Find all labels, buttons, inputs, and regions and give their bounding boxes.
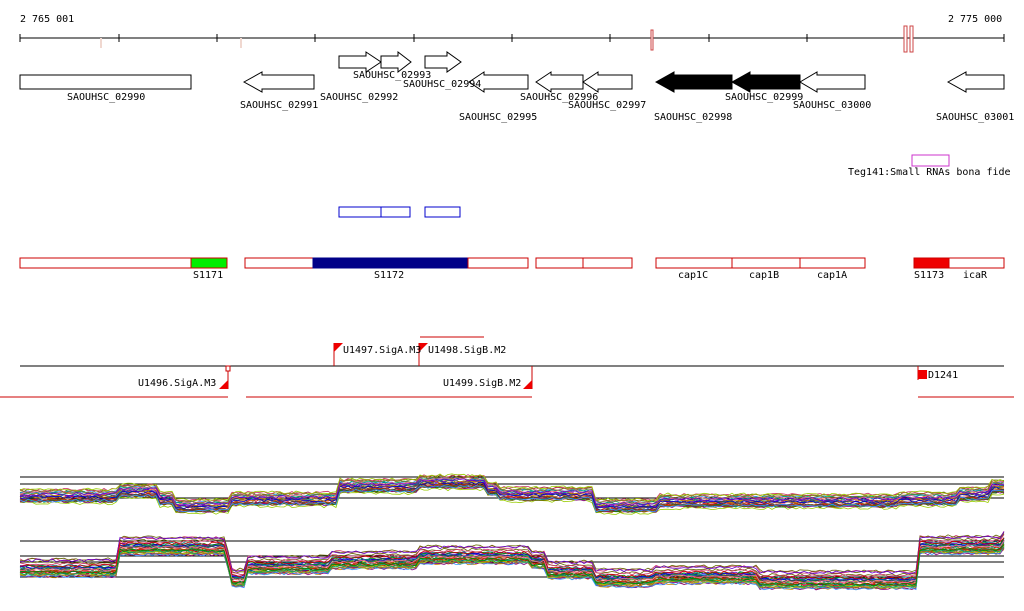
segment-label: S1173 (914, 270, 945, 281)
promoter-u1499[interactable] (523, 366, 533, 389)
expression-curve (19, 544, 1005, 587)
gene-saouhsc-02996[interactable] (535, 71, 584, 93)
gene-label: SAOUHSC_02995 (459, 112, 538, 123)
segment-s1172[interactable] (312, 257, 469, 269)
expression-curve (19, 477, 1005, 506)
promoter-u1498[interactable] (418, 343, 428, 366)
segment-box[interactable] (535, 257, 584, 269)
blue-feature-box[interactable] (338, 206, 382, 218)
promoter-label: U1499.SigB.M2 (443, 378, 522, 389)
segment-icar[interactable] (948, 257, 1005, 269)
gene-saouhsc-02994[interactable] (424, 51, 462, 73)
expression-curve (19, 538, 1005, 581)
gene-label: SAOUHSC_02996 (520, 92, 599, 103)
segment-label: icaR (963, 270, 988, 281)
expression-curve (19, 547, 1005, 589)
gene-saouhsc-02992[interactable] (338, 51, 382, 73)
gene-saouhsc-02999[interactable] (730, 71, 801, 93)
segment-cap1c[interactable] (655, 257, 733, 269)
segment-box[interactable] (19, 257, 192, 269)
ruler-end-label: 2 775 000 (948, 14, 1003, 25)
expression-curve (19, 485, 1005, 514)
expression-curve (19, 485, 1005, 513)
segment-cap1b[interactable] (731, 257, 801, 269)
blue-feature-track (338, 206, 461, 218)
small-rna-label: Teg141:Small RNAs bona fide (848, 167, 1011, 178)
gene-label: SAOUHSC_02999 (725, 92, 804, 103)
expression-curve (19, 478, 1005, 506)
segment-label: cap1B (749, 270, 780, 281)
segment-box[interactable] (244, 257, 314, 269)
blue-feature-box[interactable] (424, 206, 461, 218)
promoter-label: U1498.SigB.M2 (428, 345, 507, 356)
gene-label: SAOUHSC_02997 (568, 100, 647, 111)
gene-track (19, 50, 1005, 93)
gene-label: SAOUHSC_03000 (793, 100, 872, 111)
gene-label: SAOUHSC_02994 (403, 79, 482, 90)
segment-label: S1172 (374, 270, 405, 281)
segment-label: cap1C (678, 270, 709, 281)
expression-curves-bottom (19, 531, 1005, 591)
gene-saouhsc-03000[interactable] (799, 71, 866, 93)
expression-curve (19, 477, 1005, 506)
expression-curve (19, 546, 1005, 591)
segment-cap1a[interactable] (799, 257, 866, 269)
expression-curve (19, 537, 1005, 580)
segment-label: S1171 (193, 270, 224, 281)
promoter-label: U1497.SigA.M3 (343, 345, 422, 356)
segment-s1171[interactable] (190, 257, 228, 269)
blue-feature-box[interactable] (380, 206, 411, 218)
promoter-label: D1241 (928, 370, 959, 381)
segment-box[interactable] (582, 257, 633, 269)
gene-label: SAOUHSC_02998 (654, 112, 733, 123)
promoter-d1241[interactable] (917, 366, 927, 380)
ruler-start-label: 2 765 001 (20, 14, 75, 25)
expression-curve (19, 473, 1005, 502)
gene-label: SAOUHSC_02991 (240, 100, 319, 111)
gene-saouhsc-02991[interactable] (242, 71, 315, 93)
expression-curve (19, 540, 1005, 584)
gene-saouhsc-02995[interactable] (468, 71, 529, 93)
segment-box[interactable] (467, 257, 529, 269)
expression-curve (19, 481, 1005, 509)
expression-curve (19, 534, 1005, 578)
segment-s1173[interactable] (913, 257, 950, 269)
segment-label: cap1A (817, 270, 848, 281)
expression-curve (19, 531, 1005, 575)
gene-label: SAOUHSC_02993 (353, 70, 432, 81)
gene-saouhsc-02997[interactable] (582, 71, 633, 93)
expression-curve (19, 532, 1005, 574)
expression-curve (19, 531, 1005, 574)
promoter-u1496[interactable] (219, 365, 231, 389)
promoter-track (0, 336, 1014, 398)
promoter-u1497[interactable] (333, 343, 343, 366)
gene-saouhsc-02998[interactable] (654, 71, 733, 93)
gene-saouhsc-03001[interactable] (946, 71, 1005, 93)
gene-saouhsc-02990[interactable] (19, 74, 192, 90)
segment-track (19, 257, 1005, 269)
gene-label: SAOUHSC_02992 (320, 92, 399, 103)
gene-saouhsc-02993[interactable] (380, 50, 412, 74)
promoter-label: U1496.SigA.M3 (138, 378, 217, 389)
small-rna-feature[interactable] (911, 154, 950, 167)
expression-curves-top (19, 473, 1005, 515)
gene-label: SAOUHSC_02990 (67, 92, 146, 103)
ruler-track (19, 25, 1005, 53)
gene-label: SAOUHSC_03001 (936, 112, 1015, 123)
